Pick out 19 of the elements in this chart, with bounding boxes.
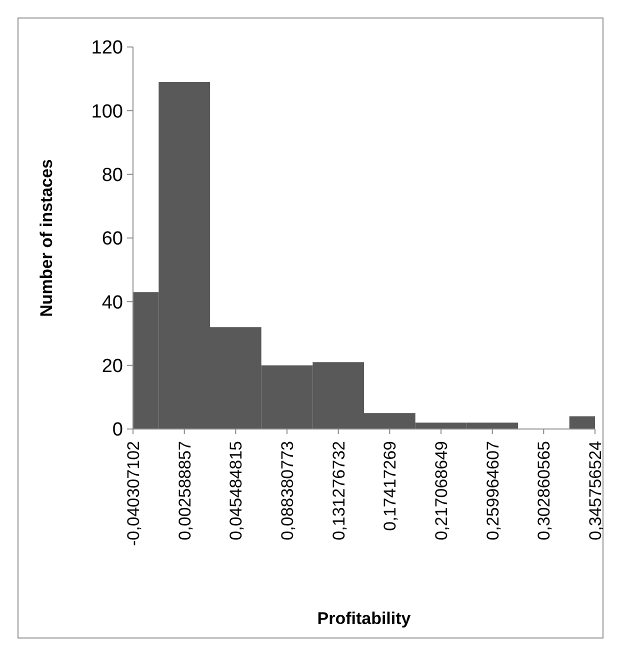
x-tick-label: 0,088380773 [278, 441, 297, 540]
y-tick-label: 80 [102, 164, 123, 186]
y-tick-label: 0 [112, 420, 123, 441]
y-tick-label: 120 [91, 38, 123, 59]
x-tick-label: 0,302860565 [534, 441, 554, 540]
x-tick-label: -0,040307102 [124, 441, 143, 546]
y-tick-label: 40 [102, 292, 123, 314]
y-tick-label: 60 [102, 228, 123, 250]
y-axis-title: Number of instaces [37, 159, 56, 317]
y-tick-label: 100 [91, 101, 123, 122]
x-tick-label: 0,217068649 [432, 441, 451, 540]
x-tick-label: 0,259964607 [483, 441, 502, 540]
x-axis-title: Profitability [317, 609, 412, 628]
x-tick-label: 0,345756524 [586, 441, 605, 540]
x-tick-label: 0,131276732 [329, 441, 348, 540]
x-tick-label: 0,045484815 [226, 441, 246, 540]
y-tick-label: 20 [102, 356, 123, 377]
x-tick-label: 0,17417269 [380, 441, 400, 531]
x-tick-label: 0,002588857 [175, 441, 194, 540]
